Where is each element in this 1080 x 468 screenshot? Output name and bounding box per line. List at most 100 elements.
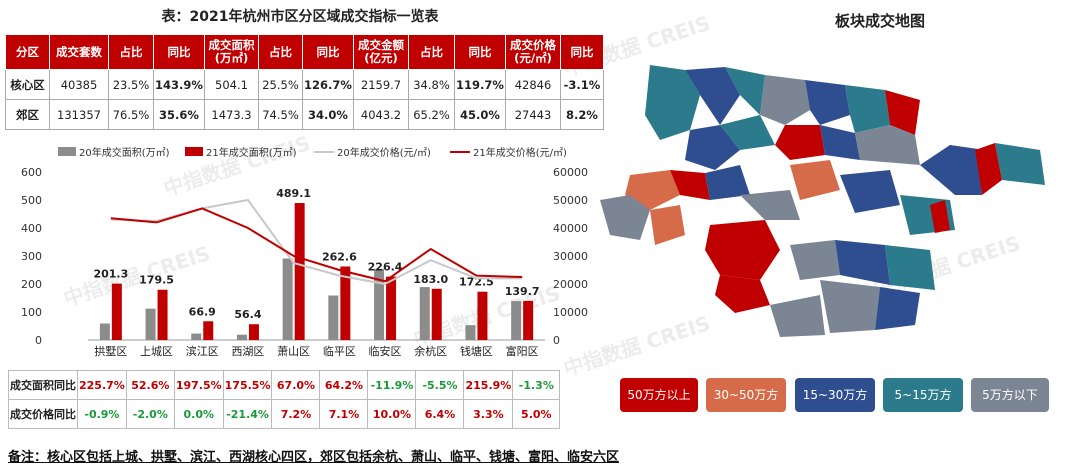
table-cell: 25.5%	[258, 69, 303, 100]
yoy-cell: 197.5%	[173, 370, 224, 400]
legend-under5: 5万方以下	[971, 378, 1049, 412]
category-label: 滨江区	[186, 344, 219, 358]
right-tick-label: 0	[553, 334, 560, 347]
legend-label: 20年成交面积(万㎡)	[79, 146, 170, 159]
map-region	[770, 295, 825, 337]
table-cell: 4043.2	[353, 99, 409, 130]
table-cell: 40385	[49, 69, 109, 100]
map-region	[775, 125, 825, 160]
left-tick-label: 500	[21, 194, 42, 207]
yoy-cell: 7.1%	[319, 399, 369, 429]
header-cell: 同比	[302, 34, 354, 70]
row-label: 郊区	[5, 99, 50, 130]
left-tick-label: 600	[21, 166, 42, 179]
map-region	[950, 145, 982, 195]
table-cell: 76.5%	[108, 99, 154, 130]
map-region	[685, 67, 740, 125]
map-region	[685, 125, 740, 170]
yoy-cell: 67.0%	[271, 370, 321, 400]
map-region	[715, 275, 770, 313]
yoy-cell: -2.0%	[125, 399, 175, 429]
category-label: 拱墅区	[94, 344, 127, 358]
yoy-cell: 52.6%	[125, 370, 175, 400]
map-region	[930, 200, 950, 233]
map-title: 板块成交地图	[835, 12, 926, 30]
legend-swatch	[58, 147, 76, 156]
header-cell: 占比	[108, 34, 154, 70]
map-region	[855, 125, 920, 165]
map-region	[740, 190, 800, 220]
legend-swatch	[185, 147, 203, 156]
map-region	[625, 170, 680, 210]
legend-label: 20年成交价格(元/㎡)	[337, 146, 431, 159]
yoy-cell: 10.0%	[367, 399, 417, 429]
map-regions	[600, 65, 1045, 337]
category-label: 萧山区	[277, 345, 310, 358]
bar-2020	[465, 325, 476, 340]
map-region	[705, 220, 780, 280]
category-label: 富阳区	[506, 344, 539, 358]
summary-table: 分区 成交套数 占比 同比 成交面积(万㎡) 占比 同比 成交金额(亿元) 占比…	[5, 34, 604, 130]
map-region	[645, 65, 700, 140]
legend-30-50: 30~50万方	[706, 378, 786, 412]
map-region	[725, 67, 765, 115]
map-region	[820, 125, 860, 160]
table-cell: 2159.7	[353, 69, 409, 100]
bar-2021	[157, 289, 168, 340]
bar-2021	[248, 324, 259, 340]
table-cell: 35.6%	[153, 99, 205, 130]
table-cell: 504.1	[204, 69, 259, 100]
yoy-cell: -1.3%	[512, 370, 561, 400]
header-cell: 成交套数	[49, 34, 109, 70]
bar-2020	[236, 334, 247, 340]
right-tick-label: 10000	[553, 306, 588, 319]
legend-label: 21年成交价格(元/㎡)	[473, 146, 567, 159]
bar-2021	[386, 276, 397, 340]
header-cell: 占比	[408, 34, 455, 70]
combo-chart: 0 100 200 300 400 500 600 0 10000 20000 30000 40000…	[21, 146, 588, 358]
header-cell: 同比	[454, 34, 506, 70]
bar-2020	[511, 301, 522, 340]
yoy-cell: 5.0%	[512, 399, 561, 429]
table-cell: 119.7%	[454, 69, 506, 100]
map-region	[995, 143, 1045, 185]
line-2021-price	[110, 207, 523, 283]
yoy-cell: 0.0%	[173, 399, 224, 429]
header-cell: 占比	[258, 34, 303, 70]
footnote: 备注：核心区包括上城、拱墅、滨江、西湖核心四区，郊区包括余杭、萧山、临平、钱塘、…	[8, 450, 620, 465]
bar-data-label: 139.7	[505, 285, 540, 298]
right-tick-label: 40000	[553, 222, 588, 235]
map-region	[840, 170, 900, 213]
map-region	[720, 115, 775, 150]
bar-data-label: 56.4	[234, 308, 261, 321]
header-cell: 同比	[153, 34, 205, 70]
yoy-cell: 215.9%	[463, 370, 514, 400]
map-region	[705, 165, 750, 200]
map-region	[670, 170, 710, 200]
map-region	[600, 195, 650, 240]
bar-2020	[419, 287, 430, 340]
bar-2021	[294, 203, 305, 340]
map-region	[885, 245, 935, 290]
left-tick-label: 300	[21, 250, 42, 263]
bar-data-label: 226.4	[368, 261, 403, 274]
bar-2020	[99, 323, 110, 340]
yoy-cell: 175.5%	[222, 370, 273, 400]
category-label: 临平区	[323, 344, 356, 358]
bar-2021	[340, 266, 351, 340]
district-map	[600, 65, 1045, 337]
bar-data-label: 183.0	[413, 273, 448, 286]
category-label: 上城区	[140, 345, 173, 358]
bar-2021	[523, 300, 534, 340]
yoy-cell: 3.3%	[463, 399, 514, 429]
table-cell: 45.0%	[454, 99, 506, 130]
table-cell: 23.5%	[108, 69, 154, 100]
yoy-cell: 6.4%	[415, 399, 465, 429]
yoy-cell: -0.9%	[77, 399, 127, 429]
bar-2020	[191, 333, 202, 340]
category-label: 余杭区	[414, 344, 447, 358]
bar-2021	[203, 321, 214, 340]
header-cell: 分区	[5, 34, 50, 70]
bar-data-label: 262.6	[322, 250, 357, 263]
